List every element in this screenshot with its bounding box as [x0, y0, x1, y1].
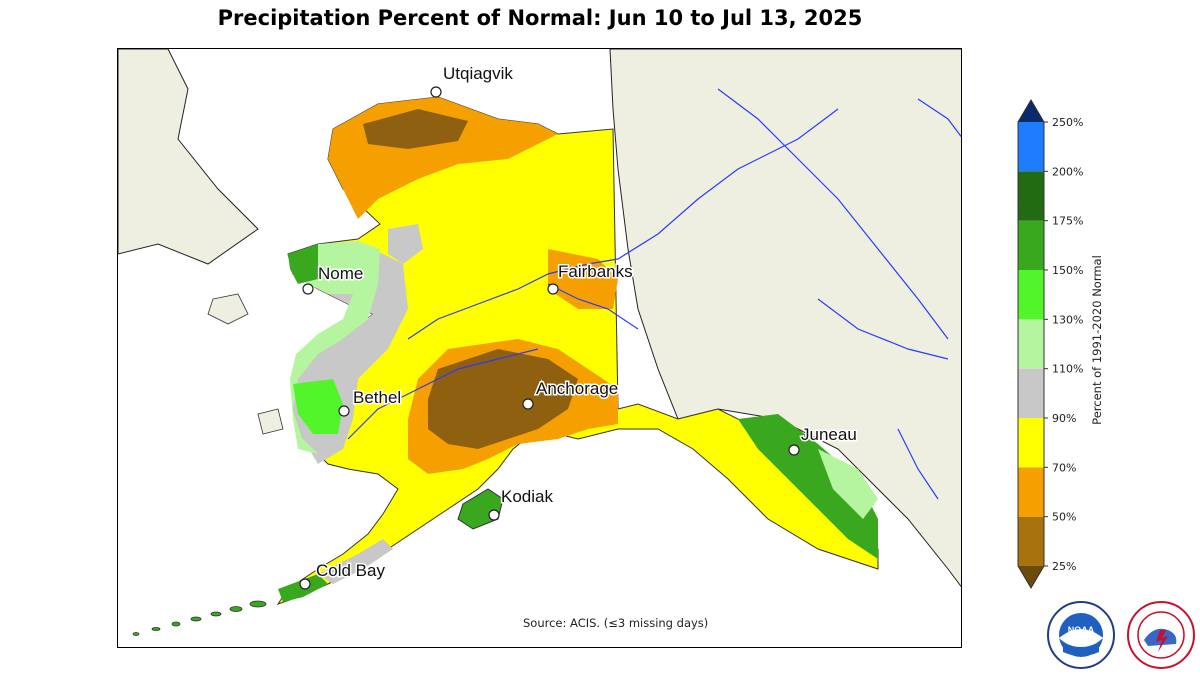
colorbar: 25% 50% 70% 90% 110% 130% 150% 175% 200% 250% Per…: [1017, 99, 1104, 589]
city-marker-juneau: [788, 444, 800, 456]
city-label-utqiagvik: Utqiagvik: [443, 64, 513, 83]
kuskokwim-river: [347, 348, 539, 440]
city-label-anchorage: Anchorage: [536, 379, 618, 398]
west-islands: [207, 293, 284, 435]
colorbar-tick-label: 150%: [1052, 264, 1083, 277]
city-marker-utqiagvik: [430, 86, 442, 98]
colorbar-tick-label: 130%: [1052, 313, 1083, 326]
alaska-precip-shading: [276, 96, 879, 605]
colorbar-segment: [1018, 171, 1044, 221]
colorbar-title: Percent of 1991-2020 Normal: [1090, 255, 1104, 425]
colorbar-tick-label: 90%: [1052, 412, 1076, 425]
shade-50-north: [363, 109, 468, 149]
colorbar-segment: [1018, 319, 1044, 369]
colorbar-tick-label: 250%: [1052, 116, 1083, 129]
city-marker-anchorage: [522, 398, 534, 410]
canada-river-4: [897, 428, 939, 500]
shade-150-southeast: [738, 414, 878, 559]
colorbar-segment: [1018, 467, 1044, 517]
colorbar-ticks: 25% 50% 70% 90% 110% 130% 150% 175% 200% 250%: [1044, 116, 1083, 573]
city-marker-fairbanks: [547, 283, 559, 295]
yukon-river: [407, 108, 839, 340]
page-title: Precipitation Percent of Normal: Jun 10 …: [217, 6, 863, 30]
colorbar-segment: [1018, 418, 1044, 468]
colorbar-segment: [1018, 516, 1044, 566]
colorbar-segment: [1018, 122, 1044, 172]
colorbar-tick-label: 175%: [1052, 215, 1083, 228]
colorbar-tick-label: 25%: [1052, 560, 1076, 573]
nunivak-island: [257, 408, 284, 435]
colorbar-segments: [1017, 99, 1045, 589]
nws-logo: [1127, 601, 1195, 669]
city-markers[interactable]: Utqiagvik Nome Fairbanks Bethel Anchorag…: [299, 63, 858, 590]
rivers: [347, 88, 961, 500]
city-marker-bethel: [338, 405, 350, 417]
svg-text:NOAA: NOAA: [1068, 625, 1095, 635]
city-marker-cold-bay: [299, 578, 311, 590]
colorbar-tick-label: 110%: [1052, 363, 1083, 376]
colorbar-tick-label: 70%: [1052, 461, 1076, 474]
map-panel[interactable]: Utqiagvik Nome Fairbanks Bethel Anchorag…: [117, 48, 962, 648]
colorbar-segment: [1018, 270, 1044, 320]
canada-river-3: [917, 98, 961, 138]
alaska-map[interactable]: Utqiagvik Nome Fairbanks Bethel Anchorag…: [118, 49, 962, 648]
city-marker-nome: [302, 283, 314, 295]
shade-110-interior: [388, 224, 423, 264]
shade-70-fairbanks: [548, 249, 618, 309]
canada-river-1: [717, 88, 949, 340]
shade-130-west: [290, 241, 380, 454]
colorbar-segment: [1018, 368, 1044, 418]
city-marker-kodiak: [488, 509, 500, 521]
colorbar-cap-bottom: [1018, 566, 1044, 588]
russia-land: [118, 49, 259, 265]
source-note: Source: ACIS. (≤3 missing days): [523, 616, 708, 630]
noaa-logo: NOAA: [1047, 601, 1115, 669]
canada-land: [609, 49, 961, 588]
canada-river-2: [817, 298, 949, 360]
city-label-cold-bay: Cold Bay: [316, 561, 385, 580]
colorbar-tick-label: 50%: [1052, 511, 1076, 524]
shade-50-anchorage: [428, 349, 578, 449]
tanana-river: [547, 283, 639, 330]
st-lawrence-island: [207, 293, 249, 325]
city-label-fairbanks: Fairbanks: [558, 262, 633, 281]
city-label-nome: Nome: [318, 264, 363, 283]
shade-150-bethel: [293, 379, 343, 434]
colorbar-cap-top: [1018, 100, 1044, 122]
shade-150-nome: [288, 244, 318, 284]
neighboring-land: [118, 49, 961, 588]
city-label-bethel: Bethel: [353, 388, 401, 407]
colorbar-segment: [1018, 220, 1044, 270]
city-label-kodiak: Kodiak: [501, 487, 553, 506]
city-label-juneau: Juneau: [801, 425, 857, 444]
shade-130-southeast: [818, 449, 878, 519]
shade-110-peninsula: [318, 539, 393, 584]
aleutian-islands: [132, 600, 267, 636]
colorbar-tick-label: 200%: [1052, 165, 1083, 178]
